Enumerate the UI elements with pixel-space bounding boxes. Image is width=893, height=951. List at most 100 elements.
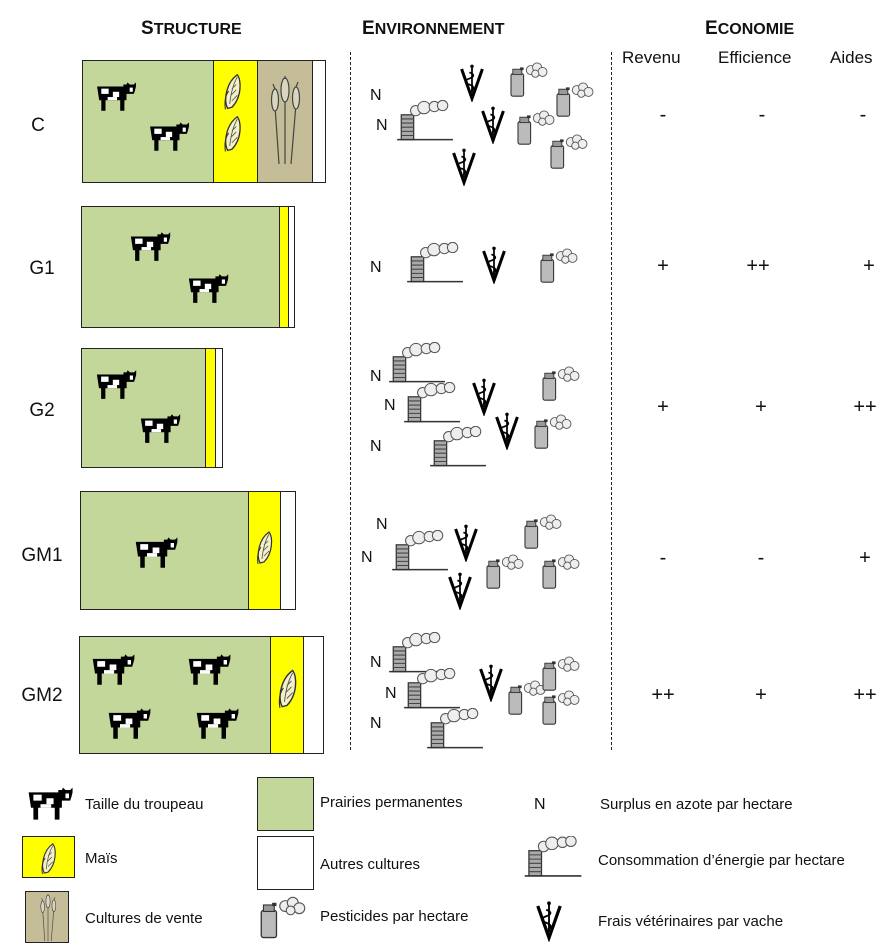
pesticide-spray-icon — [538, 248, 580, 284]
other-crop-segment — [312, 61, 325, 182]
cow-icon — [26, 784, 74, 822]
cow-icon — [133, 534, 179, 570]
maize-segment — [279, 207, 288, 327]
legend-nitrogen: Surplus en azote par hectare — [600, 796, 793, 813]
nitrogen-symbol: N — [370, 654, 382, 671]
other-crop-segment — [303, 637, 323, 753]
pesticide-spray-icon — [540, 554, 582, 590]
nitrogen-symbol: N — [370, 438, 382, 455]
col-aides: Aides — [830, 48, 873, 67]
energy-factory-icon — [400, 382, 462, 424]
cow-icon — [94, 367, 138, 401]
pesticide-spray-icon — [508, 62, 550, 98]
row-label-gm2: GM2 — [21, 685, 63, 706]
pesticide-spray-icon — [540, 366, 582, 402]
legend-grassland: Prairies permanentes — [320, 794, 463, 811]
structure-bar-gm1 — [80, 491, 296, 610]
grassland-segment — [80, 637, 270, 753]
revenu-g1: + — [657, 255, 669, 277]
cow-icon — [148, 119, 190, 153]
efficience-g1: ++ — [746, 255, 770, 277]
maize-segment — [205, 349, 215, 467]
maize-cob-icon — [220, 113, 246, 153]
structure-bar-g2 — [81, 348, 223, 468]
cow-icon — [186, 271, 230, 305]
energy-factory-icon — [520, 836, 584, 878]
vet-caduceus-icon — [481, 244, 507, 284]
pesticide-spray-icon — [548, 134, 590, 170]
vet-caduceus-icon — [535, 898, 563, 942]
structure-bar-gm2 — [79, 636, 324, 754]
vet-caduceus-icon — [459, 62, 485, 102]
aides-gm1: + — [859, 547, 871, 569]
row-label-gm1: GM1 — [21, 545, 63, 566]
nitrogen-symbol: N — [370, 715, 382, 732]
structure-bar-g1 — [81, 206, 295, 328]
legend-cash-crop-swatch — [25, 891, 69, 943]
energy-factory-icon — [393, 100, 455, 142]
maize-cob-icon — [37, 841, 61, 875]
pesticide-spray-icon — [258, 896, 308, 940]
pesticide-spray-icon — [554, 82, 596, 118]
other-crop-segment — [280, 492, 295, 609]
cow-icon — [186, 651, 232, 687]
maize-cob-icon — [253, 528, 277, 566]
revenu-g2: + — [657, 396, 669, 418]
structure-bar-c — [82, 60, 326, 183]
revenu-gm1: - — [659, 547, 667, 569]
col-revenu: Revenu — [622, 48, 681, 67]
header-structure: STRUCTURE — [141, 18, 242, 39]
header-environnement: ENVIRONNEMENT — [362, 18, 505, 39]
nitrogen-symbol: N — [376, 117, 388, 134]
grassland-segment — [82, 349, 205, 467]
nitrogen-symbol: N — [370, 87, 382, 104]
vet-caduceus-icon — [478, 662, 504, 702]
energy-factory-icon — [400, 668, 462, 710]
cow-icon — [128, 229, 172, 263]
legend-grassland-swatch — [257, 777, 314, 831]
legend-pesticides: Pesticides par hectare — [320, 908, 469, 925]
row-label-g2: G2 — [29, 400, 55, 421]
pesticide-spray-icon — [540, 690, 582, 726]
legend-vet: Frais vétérinaires par vache — [598, 913, 784, 930]
pesticide-spray-icon — [522, 514, 564, 550]
cow-icon — [138, 411, 182, 445]
legend-other-crops-swatch — [257, 836, 314, 890]
aides-c: - — [859, 104, 867, 126]
separator-right — [611, 52, 612, 750]
cow-icon — [106, 705, 152, 741]
nitrogen-symbol: N — [384, 397, 396, 414]
vet-caduceus-icon — [453, 522, 479, 562]
energy-factory-icon — [423, 708, 485, 750]
wheat-icon — [265, 71, 305, 171]
legend-n-symbol: N — [534, 796, 546, 813]
legend-energy: Consommation d’énergie par hectare — [598, 852, 845, 869]
pesticide-spray-icon — [532, 414, 574, 450]
maize-cob-icon — [274, 665, 302, 711]
energy-factory-icon — [403, 242, 465, 284]
legend-maize: Maïs — [85, 850, 118, 867]
energy-factory-icon — [385, 342, 447, 384]
legend-maize-swatch — [22, 836, 75, 878]
other-crop-segment — [215, 349, 222, 467]
vet-caduceus-icon — [451, 146, 477, 186]
other-crop-segment — [288, 207, 294, 327]
aides-gm2: ++ — [853, 684, 877, 706]
maize-segment — [248, 492, 280, 609]
cow-icon — [95, 79, 137, 113]
col-efficience: Efficience — [718, 48, 792, 67]
cow-icon — [90, 651, 136, 687]
aides-g1: + — [863, 255, 875, 277]
row-label-g1: G1 — [29, 258, 55, 279]
separator-left — [350, 52, 351, 750]
aides-g2: ++ — [853, 396, 877, 418]
maize-cob-icon — [220, 71, 246, 111]
revenu-gm2: ++ — [651, 684, 675, 706]
vet-caduceus-icon — [494, 410, 520, 450]
legend-cash-crops: Cultures de vente — [85, 910, 203, 927]
row-label-c: C — [31, 115, 45, 136]
legend-other-crops: Autres cultures — [320, 856, 421, 873]
nitrogen-symbol: N — [376, 516, 388, 533]
efficience-g2: + — [755, 396, 767, 418]
legend-herd: Taille du troupeau — [85, 796, 204, 813]
